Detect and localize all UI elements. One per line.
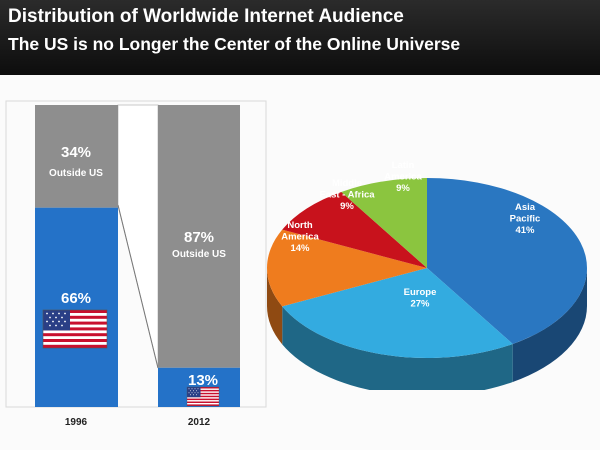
pie-slice-4: [341, 178, 427, 268]
pie-label-4: Latin America 9%: [384, 160, 422, 194]
label-2012-outside-sub: Outside US: [172, 249, 226, 260]
pie-wall-2: [267, 268, 283, 345]
label-1996-outside-sub: Outside US: [49, 168, 103, 179]
pie-slice-3: [282, 192, 427, 268]
us-flag-icon: [186, 386, 220, 407]
pie-slice-0: [427, 178, 587, 344]
stacked-bar-chart: 34% Outside US 66% 87% Outside US 13% 19…: [5, 100, 267, 428]
label-2012-outside-pct: 87%: [184, 229, 214, 246]
pie-chart: Asia Pacific 41% Europe 27% North America 14%Mi…: [267, 160, 587, 390]
us-flag-icon: [42, 309, 108, 349]
pie-label-1: Europe 27%: [404, 287, 437, 310]
pie-slice-2: [267, 229, 427, 307]
pie-wall-1: [282, 306, 513, 390]
page-title: Distribution of Worldwide Internet Audie…: [8, 6, 404, 27]
pie-label-3: Middle East - Africa 9%: [319, 178, 375, 212]
tick-1996: 1996: [65, 417, 88, 428]
pie-slice-1: [282, 268, 513, 358]
pie-label-2: North America 14%: [281, 220, 319, 254]
label-1996-outside-pct: 34%: [61, 144, 91, 161]
label-1996-us-pct: 66%: [61, 290, 91, 307]
label-2012-us-pct: 13%: [188, 372, 218, 389]
page-subtitle: The US is no Longer the Center of the On…: [8, 34, 461, 54]
pie-wall-0: [512, 268, 587, 382]
header-bar: Distribution of Worldwide Internet Audie…: [0, 0, 600, 75]
bar-2012-outside-us: [158, 105, 240, 368]
pie-label-0: Asia Pacific 41%: [510, 202, 541, 236]
bar-1996-us: [35, 207, 118, 407]
tick-2012: 2012: [188, 417, 211, 428]
bar-1996-outside-us: [35, 105, 118, 208]
